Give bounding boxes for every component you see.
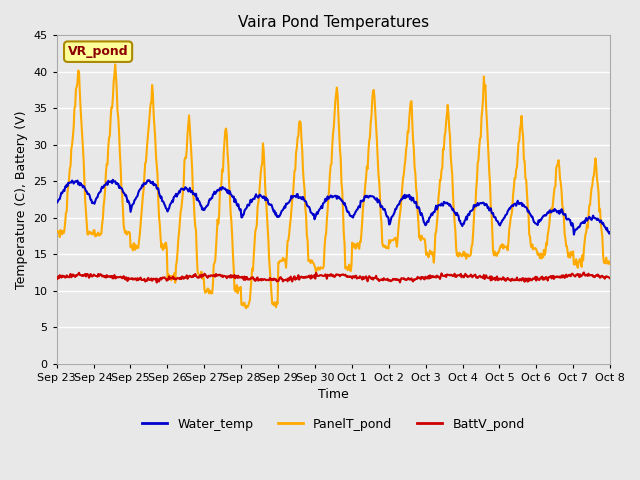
Water_temp — [401, 195, 409, 201]
PanelT_pond — [419, 235, 426, 241]
BattV_pond — [177, 275, 184, 280]
PanelT_pond — [403, 146, 410, 152]
Line: PanelT_pond: PanelT_pond — [57, 64, 610, 308]
BattV_pond — [120, 273, 127, 279]
BattV_pond — [53, 275, 61, 280]
Water_temp — [109, 177, 116, 182]
PanelT_pond — [111, 61, 119, 67]
Text: VR_pond: VR_pond — [68, 45, 129, 58]
Water_temp — [63, 182, 70, 188]
Y-axis label: Temperature (C), Battery (V): Temperature (C), Battery (V) — [15, 110, 28, 289]
Water_temp — [606, 229, 614, 235]
Line: BattV_pond: BattV_pond — [57, 273, 610, 283]
PanelT_pond — [63, 208, 70, 214]
BattV_pond — [206, 274, 214, 279]
BattV_pond — [153, 280, 161, 286]
PanelT_pond — [177, 209, 184, 215]
X-axis label: Time: Time — [318, 388, 349, 401]
BattV_pond — [63, 273, 70, 278]
Water_temp — [570, 232, 578, 238]
Line: Water_temp: Water_temp — [57, 180, 610, 235]
Water_temp — [418, 210, 426, 216]
PanelT_pond — [120, 227, 128, 233]
PanelT_pond — [53, 228, 61, 234]
Water_temp — [177, 187, 184, 192]
Water_temp — [120, 191, 128, 196]
Water_temp — [206, 196, 214, 202]
BattV_pond — [401, 276, 409, 282]
PanelT_pond — [606, 260, 614, 265]
BattV_pond — [606, 276, 614, 281]
Title: Vaira Pond Temperatures: Vaira Pond Temperatures — [238, 15, 429, 30]
Water_temp — [53, 200, 61, 206]
BattV_pond — [580, 270, 588, 276]
PanelT_pond — [206, 288, 214, 293]
BattV_pond — [418, 274, 426, 280]
PanelT_pond — [242, 305, 250, 311]
Legend: Water_temp, PanelT_pond, BattV_pond: Water_temp, PanelT_pond, BattV_pond — [137, 413, 530, 436]
